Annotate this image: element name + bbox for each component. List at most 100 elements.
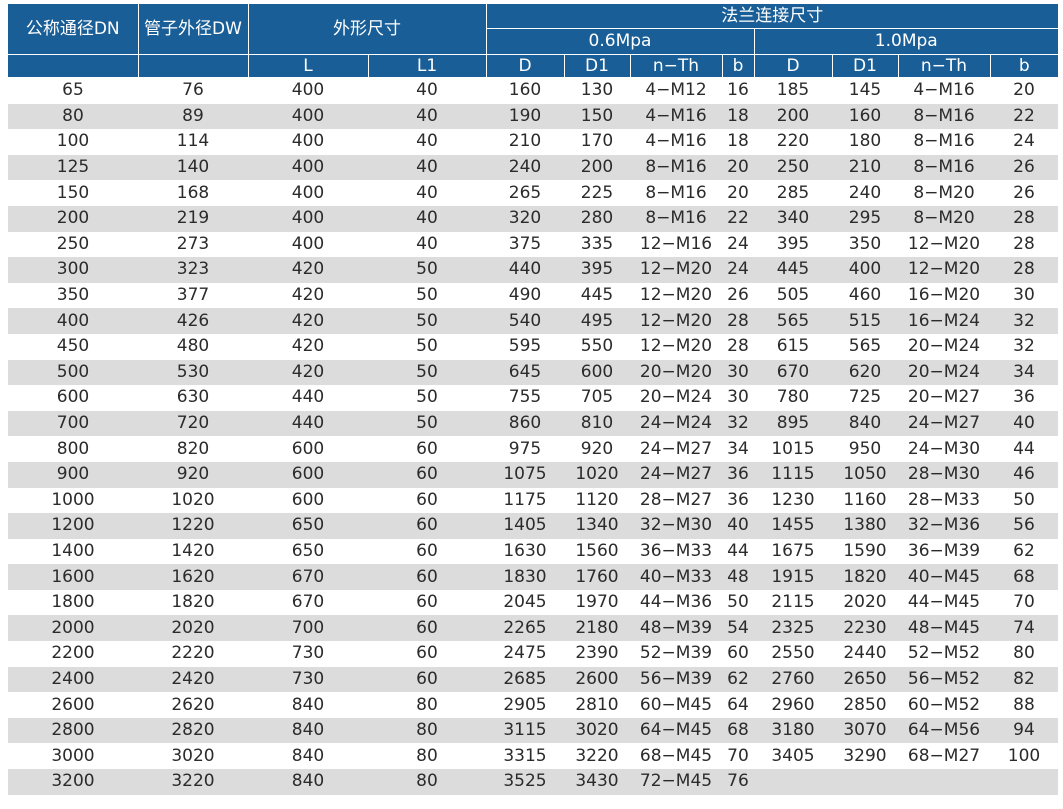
cell-b-10: 32 (1013, 336, 1035, 357)
cell-b-06: 60 (727, 643, 749, 664)
cell-dn: 350 (56, 285, 90, 306)
cell-dw: 480 (176, 336, 210, 357)
cell-D1-06: 600 (564, 359, 630, 386)
cell-dw: 2620 (171, 694, 215, 715)
cell-D1-06: 395 (564, 257, 630, 283)
cell-D-06: 2685 (486, 666, 564, 693)
cell-dn: 125 (8, 154, 138, 181)
cell-D1-06: 2390 (575, 643, 619, 664)
cell-dn: 1800 (51, 592, 95, 613)
cell-L1: 60 (416, 592, 438, 613)
cell-nth-06: 44−M36 (639, 592, 713, 613)
cell-L: 400 (291, 131, 325, 152)
cell-D-10: 250 (754, 154, 832, 181)
table-row: 125 140 400 40 240 200 8−M16 20 250 210 8−M16 26 (8, 154, 1058, 181)
cell-nth-06: 4−M16 (630, 103, 722, 130)
table-header: 公称通径DN 管子外径DW 外形尺寸 法兰连接尺寸 0.6Mpa 1.0Mpa … (8, 4, 1058, 78)
cell-nth-10: 48−M45 (898, 615, 990, 642)
cell-L1: 40 (368, 205, 486, 232)
header-b-06: b (722, 54, 755, 78)
cell-L1: 60 (368, 666, 486, 693)
cell-nth-06: 4−M12 (645, 80, 707, 101)
cell-L1: 60 (416, 489, 438, 510)
table-row: 3000 3020 840 80 3315 3220 68−M45 70 3405 3290 68−… (8, 743, 1058, 769)
cell-L1: 40 (416, 80, 438, 101)
cell-L: 650 (291, 540, 325, 561)
cell-dw: 1620 (138, 564, 248, 590)
cell-b-10: 20 (1013, 80, 1035, 101)
cell-L1: 50 (416, 387, 438, 408)
table-row: 2000 2020 700 60 2265 2180 48−M39 54 2325 2230 48−… (8, 615, 1058, 642)
cell-D-10: 445 (754, 257, 832, 283)
cell-dn: 2000 (8, 615, 138, 642)
cell-b-06: 64 (727, 694, 749, 715)
cell-nth-10: 64−M56 (898, 717, 990, 744)
cell-nth-10: 60−M52 (907, 694, 981, 715)
cell-D1-06: 1970 (575, 592, 619, 613)
cell-nth-10: 12−M20 (907, 233, 981, 254)
cell-nth-06: 12−M16 (639, 233, 713, 254)
table-row: 65 76 400 40 160 130 4−M12 16 185 145 4−M16 20 (8, 78, 1058, 104)
cell-dw: 720 (138, 410, 248, 437)
cell-D-06: 265 (508, 182, 542, 203)
cell-D1-06: 2180 (564, 615, 630, 642)
cell-D1-10: 2230 (832, 615, 898, 642)
cell-D1-10: 2850 (843, 694, 887, 715)
header-D-10: D (754, 54, 833, 78)
header-D1-10: D1 (832, 54, 899, 78)
cell-D1-10: 3290 (843, 745, 887, 766)
cell-nth-06: 32−M30 (630, 513, 722, 539)
table-row: 1800 1820 670 60 2045 1970 44−M36 50 2115 2020 44−… (8, 590, 1058, 616)
cell-nth-10: 20−M27 (907, 387, 981, 408)
cell-nth-10: 28−M30 (898, 461, 990, 488)
cell-b-10: 22 (990, 103, 1058, 130)
cell-b-10: 26 (990, 154, 1058, 181)
table-row: 300 323 420 50 440 395 12−M20 24 445 400 12−M20 28 (8, 257, 1058, 283)
cell-D-06: 490 (508, 285, 542, 306)
cell-nth-06: 24−M27 (639, 438, 713, 459)
cell-dn: 1200 (8, 513, 138, 539)
cell-L: 700 (248, 615, 368, 642)
cell-L: 840 (248, 769, 368, 795)
cell-D-06: 210 (508, 131, 542, 152)
cell-D1-10: 350 (848, 233, 882, 254)
cell-D-06: 240 (486, 154, 564, 181)
header-flange-size: 法兰连接尺寸 (486, 4, 1058, 29)
cell-dw: 114 (176, 131, 210, 152)
cell-L: 600 (291, 489, 325, 510)
cell-D-10: 395 (776, 233, 810, 254)
cell-nth-10: 68−M27 (907, 745, 981, 766)
cell-nth-06: 8−M16 (630, 205, 722, 232)
cell-D1-06: 1560 (575, 540, 619, 561)
cell-b-06: 28 (727, 336, 749, 357)
cell-D1-10: 180 (848, 131, 882, 152)
header-pressure-10: 1.0Mpa (754, 28, 1058, 55)
cell-nth-10: 40−M45 (898, 564, 990, 590)
table-row: 450 480 420 50 595 550 12−M20 28 615 565 20−M24 32 (8, 334, 1058, 360)
cell-b-10 (990, 769, 1058, 795)
cell-L: 420 (291, 336, 325, 357)
cell-nth-10: 8−M16 (898, 154, 990, 181)
cell-D-06: 1830 (486, 564, 564, 590)
cell-D1-06: 920 (580, 438, 614, 459)
cell-D-10: 3180 (754, 717, 832, 744)
cell-nth-06: 40−M33 (630, 564, 722, 590)
cell-D1-10: 620 (832, 359, 898, 386)
cell-dn: 1000 (51, 489, 95, 510)
cell-L: 420 (291, 285, 325, 306)
cell-L: 400 (291, 233, 325, 254)
table-row: 600 630 440 50 755 705 20−M24 30 780 725 20−M27 36 (8, 385, 1058, 411)
cell-dw: 219 (138, 205, 248, 232)
cell-nth-10: 8−M16 (898, 103, 990, 130)
cell-L1: 60 (368, 513, 486, 539)
cell-D1-06: 2600 (564, 666, 630, 693)
table-row: 400 426 420 50 540 495 12−M20 28 565 515 16−M24 32 (8, 308, 1058, 334)
cell-L1: 50 (368, 359, 486, 386)
cell-D-06: 2045 (503, 592, 547, 613)
cell-D1-10: 840 (832, 410, 898, 437)
cell-nth-06: 12−M20 (639, 285, 713, 306)
cell-L: 420 (248, 308, 368, 334)
cell-D-06: 320 (486, 205, 564, 232)
cell-D1-10: 725 (848, 387, 882, 408)
cell-nth-06: 48−M39 (630, 615, 722, 642)
